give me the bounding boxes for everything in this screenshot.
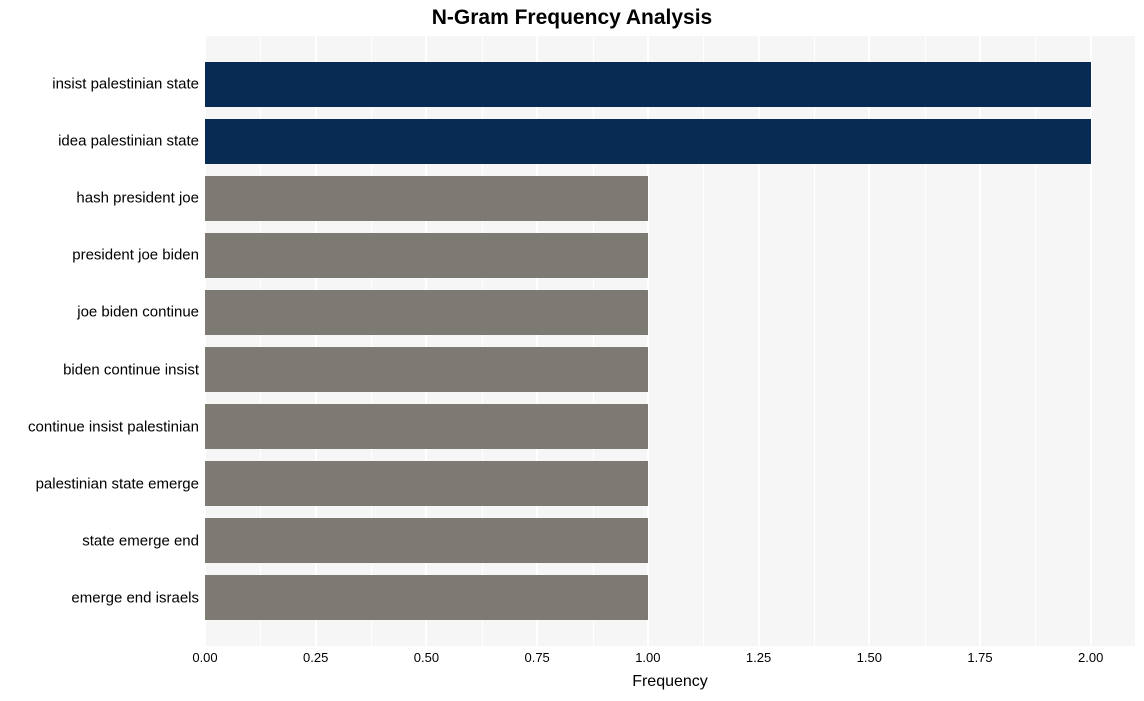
x-axis-label: Frequency: [205, 673, 1135, 691]
x-tick-label: 0.50: [414, 650, 439, 665]
bar: [205, 290, 648, 334]
x-tick-label: 2.00: [1078, 650, 1103, 665]
y-tick-label: palestinian state emerge: [0, 475, 199, 492]
x-tick-label: 1.50: [857, 650, 882, 665]
x-tick-label: 1.75: [967, 650, 992, 665]
y-tick-label: biden continue insist: [0, 361, 199, 378]
bar: [205, 575, 648, 619]
bar: [205, 233, 648, 277]
y-tick-label: state emerge end: [0, 532, 199, 549]
bar: [205, 461, 648, 505]
x-tick-label: 1.00: [635, 650, 660, 665]
bar: [205, 404, 648, 448]
x-tick-label: 0.00: [192, 650, 217, 665]
bar: [205, 119, 1091, 163]
y-tick-label: insist palestinian state: [0, 76, 199, 93]
y-tick-label: continue insist palestinian: [0, 418, 199, 435]
x-tick-label: 0.25: [303, 650, 328, 665]
bar: [205, 176, 648, 220]
y-tick-label: president joe biden: [0, 247, 199, 264]
y-tick-label: idea palestinian state: [0, 133, 199, 150]
chart-title: N-Gram Frequency Analysis: [0, 6, 1144, 30]
y-tick-label: joe biden continue: [0, 304, 199, 321]
bar: [205, 347, 648, 391]
bar: [205, 62, 1091, 106]
x-tick-label: 0.75: [524, 650, 549, 665]
x-tick-label: 1.25: [746, 650, 771, 665]
y-tick-label: emerge end israels: [0, 589, 199, 606]
y-tick-label: hash president joe: [0, 190, 199, 207]
ngram-frequency-chart: N-Gram Frequency Analysis insist palesti…: [0, 0, 1144, 701]
bar: [205, 518, 648, 562]
